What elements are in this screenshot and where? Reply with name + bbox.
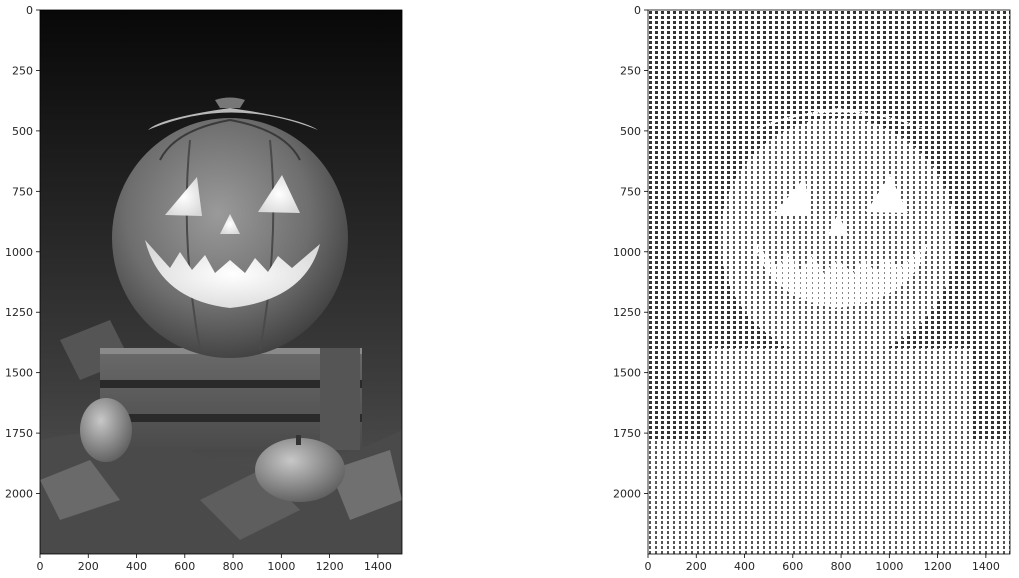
right-eye: [258, 175, 300, 213]
ascii-left-eye: [773, 177, 810, 216]
wooden-crate: [100, 348, 362, 450]
x-tick-label: 1000: [267, 560, 295, 573]
ascii-panel: [648, 10, 1010, 554]
y-tick-label: 750: [620, 185, 641, 198]
gourd-right: [255, 438, 345, 502]
ascii-nose: [828, 214, 848, 234]
x-tick-label: 1000: [875, 560, 903, 573]
x-tick-label: 0: [645, 560, 652, 573]
x-tick-label: 1400: [972, 560, 1000, 573]
ascii-right-eye: [866, 175, 908, 213]
leaf-shape: [40, 460, 120, 520]
x-tick-label: 800: [223, 560, 244, 573]
x-tick-label: 800: [831, 560, 852, 573]
ascii-crate: [708, 348, 970, 450]
y-tick-label: 2000: [613, 488, 641, 501]
y-tick-label: 0: [26, 4, 33, 17]
y-tick-label: 1750: [5, 427, 33, 440]
y-tick-label: 1000: [613, 246, 641, 259]
photo-panel: [40, 10, 402, 554]
y-tick-label: 0: [634, 4, 641, 17]
ascii-ticks: 0 200 400 600 800 1000 1200 1400 0 250 500 750 1000 1…: [613, 4, 1000, 573]
x-tick-label: 200: [78, 560, 99, 573]
x-tick-label: 600: [782, 560, 803, 573]
x-tick-label: 200: [686, 560, 707, 573]
y-tick-label: 2000: [5, 488, 33, 501]
x-tick-label: 600: [174, 560, 195, 573]
x-tick-label: 1400: [364, 560, 392, 573]
x-tick-label: 400: [126, 560, 147, 573]
y-tick-label: 1500: [5, 367, 33, 380]
jack-o-lantern: [112, 97, 348, 358]
x-tick-label: 1200: [316, 560, 344, 573]
ascii-mouth: [753, 240, 928, 308]
y-tick-label: 250: [12, 64, 33, 77]
y-tick-label: 1000: [5, 246, 33, 259]
ascii-pumpkin: [720, 118, 956, 358]
nose: [220, 214, 240, 234]
ascii-axes-frame: [647, 9, 1011, 555]
y-tick-label: 1250: [5, 306, 33, 319]
photo-ticks: 0 200 400 600 800 1000 1200 1400 0 250 500 750 1000 1…: [5, 4, 392, 573]
y-tick-label: 750: [12, 185, 33, 198]
photo-axes-frame: [39, 9, 403, 555]
x-tick-label: 1200: [924, 560, 952, 573]
y-tick-label: 500: [620, 125, 641, 138]
gourd-left: [80, 398, 132, 462]
mouth: [145, 240, 320, 308]
x-tick-label: 0: [37, 560, 44, 573]
y-tick-label: 1250: [613, 306, 641, 319]
y-tick-label: 500: [12, 125, 33, 138]
y-tick-label: 250: [620, 64, 641, 77]
leaf-shape: [330, 450, 402, 520]
left-eye: [165, 177, 202, 216]
x-tick-label: 400: [734, 560, 755, 573]
y-tick-label: 1500: [613, 367, 641, 380]
ascii-floor: [648, 440, 1010, 554]
y-tick-label: 1750: [613, 427, 641, 440]
